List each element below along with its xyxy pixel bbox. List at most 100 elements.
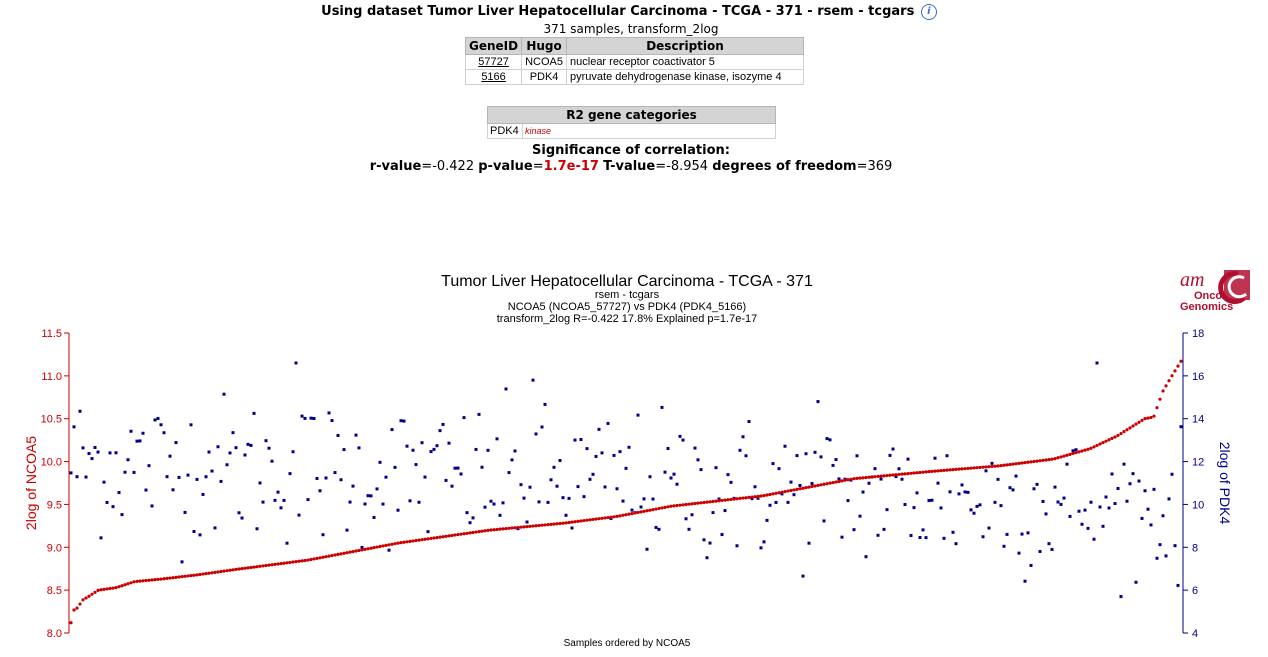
ncoa5-point	[1179, 359, 1183, 363]
pdk4-point	[774, 500, 778, 504]
pdk4-point	[726, 473, 730, 477]
pdk4-point	[102, 480, 106, 484]
ncoa5-point	[87, 594, 91, 598]
ncoa5-point	[492, 528, 496, 532]
pdk4-point	[216, 445, 220, 449]
ncoa5-point	[954, 467, 958, 472]
ncoa5-point	[711, 499, 715, 504]
ncoa5-point	[1095, 443, 1099, 448]
ncoa5-point	[981, 465, 985, 469]
pdk4-point	[855, 454, 859, 458]
pdk4-point	[684, 517, 688, 521]
gene-id-link[interactable]: 5166	[464, 69, 523, 85]
pdk4-point	[234, 446, 238, 450]
pdk4-point	[654, 525, 658, 529]
pdk4-point	[1011, 488, 1015, 492]
ncoa5-point	[1080, 449, 1084, 453]
ncoa5-point	[204, 572, 208, 576]
pdk4-point	[690, 513, 694, 517]
ncoa5-point	[876, 474, 880, 479]
ncoa5-point	[1134, 422, 1138, 426]
ncoa5-point	[300, 559, 304, 563]
pdk4-point	[537, 500, 541, 504]
ncoa5-point	[789, 488, 793, 493]
pdk4-point	[1176, 583, 1180, 587]
ncoa5-point	[495, 527, 499, 532]
pdk4-point	[1029, 563, 1033, 567]
ncoa5-point	[1029, 460, 1033, 464]
ncoa5-point	[354, 549, 358, 553]
logo-text-onco: Onco	[1194, 290, 1222, 302]
ncoa5-point	[885, 473, 889, 478]
p-value: 1.7e-17	[543, 159, 599, 174]
ncoa5-point	[1077, 450, 1081, 454]
ncoa5-point	[1101, 440, 1105, 445]
df-label: degrees of freedom	[712, 159, 857, 174]
ncoa5-point	[594, 517, 598, 521]
pdk4-point	[852, 528, 856, 532]
ncoa5-point	[543, 523, 547, 527]
pdk4-point	[840, 535, 844, 539]
pdk4-point	[981, 535, 985, 539]
ncoa5-point	[579, 519, 583, 523]
ncoa5-point	[870, 475, 874, 479]
pdk4-point	[873, 467, 877, 471]
ncoa5-point	[591, 517, 595, 522]
ncoa5-point	[819, 483, 823, 487]
pdk4-point	[1122, 462, 1126, 466]
pdk4-point	[186, 473, 190, 477]
ncoa5-point	[642, 509, 646, 513]
category-link[interactable]: kinase	[522, 123, 776, 139]
ncoa5-point	[513, 526, 517, 530]
ncoa5-point	[552, 522, 556, 526]
ncoa5-point	[327, 554, 331, 558]
ncoa5-point	[363, 547, 367, 551]
ncoa5-point	[660, 506, 664, 510]
ncoa5-point	[963, 467, 967, 471]
pdk4-point	[1116, 487, 1120, 491]
pdk4-point	[345, 528, 349, 532]
pdk4-point	[528, 485, 532, 489]
ncoa5-point	[180, 575, 184, 579]
ncoa5-point	[315, 556, 319, 560]
pdk4-point	[135, 439, 139, 443]
pdk4-point	[72, 425, 76, 429]
ncoa5-point	[717, 499, 721, 503]
pdk4-point	[87, 452, 91, 456]
pdk4-point	[402, 419, 406, 423]
pdk4-point	[639, 505, 643, 509]
ncoa5-point	[390, 542, 394, 546]
pdk4-point	[300, 414, 304, 418]
pdk4-point	[546, 500, 550, 504]
ncoa5-point	[951, 468, 955, 472]
categories-header: R2 gene categories	[487, 106, 776, 124]
ncoa5-point	[1086, 447, 1090, 451]
ncoa5-point	[177, 575, 181, 579]
pdk4-point	[1047, 542, 1051, 546]
ncoa5-point	[558, 521, 562, 526]
ncoa5-point	[657, 506, 661, 511]
pdk4-point	[837, 477, 841, 481]
ncoa5-point	[807, 485, 811, 489]
pdk4-point	[759, 546, 763, 550]
ncoa5-point	[564, 521, 568, 525]
info-icon[interactable]: i	[920, 4, 937, 20]
ncoa5-point	[1068, 452, 1072, 456]
ncoa5-point	[405, 540, 409, 544]
pdk4-point	[555, 484, 559, 488]
ncoa5-point	[444, 534, 448, 538]
ncoa5-point	[414, 538, 418, 543]
pdk4-point	[1149, 523, 1153, 527]
pdk4-point	[792, 493, 796, 497]
ncoa5-point	[1062, 454, 1066, 458]
ncoa5-point	[993, 464, 997, 468]
ncoa5-point	[969, 466, 973, 470]
pdk4-point	[576, 485, 580, 489]
dataset-subtitle: 371 samples, transform_2log	[543, 22, 719, 36]
ncoa5-point	[672, 504, 676, 508]
ncoa5-point	[816, 483, 820, 487]
left-tick-label: 9.0	[47, 542, 62, 554]
pdk4-point	[393, 465, 397, 469]
ncoa5-point	[198, 572, 202, 577]
ncoa5-point	[93, 590, 97, 594]
